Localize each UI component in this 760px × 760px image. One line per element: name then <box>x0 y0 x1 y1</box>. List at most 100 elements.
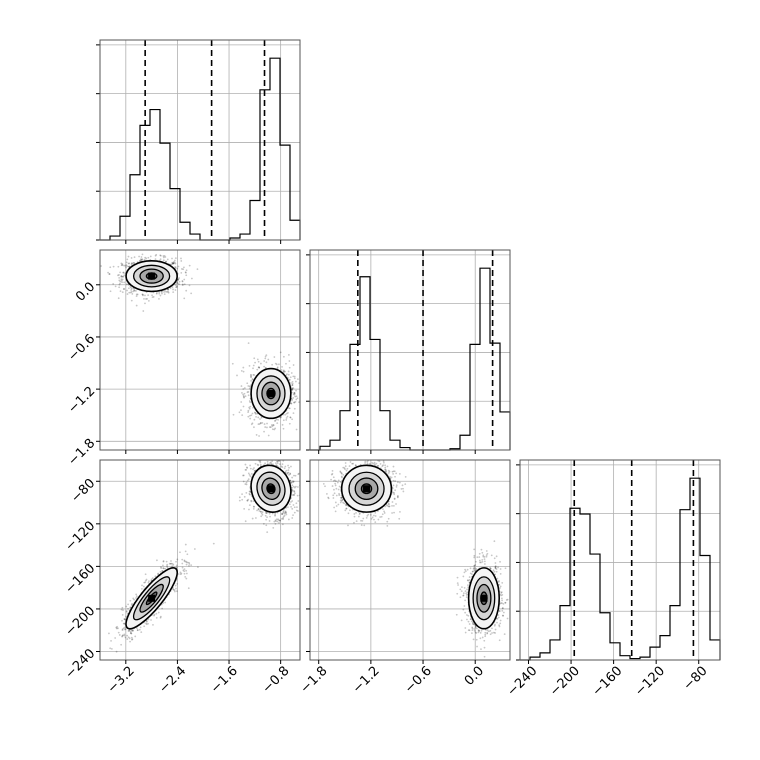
sample-point <box>496 621 498 624</box>
sample-point <box>186 561 189 564</box>
sample-point <box>290 372 293 374</box>
sample-point <box>493 624 496 627</box>
sample-point <box>172 262 175 264</box>
sample-point <box>129 632 132 634</box>
sample-point <box>167 288 169 291</box>
sample-point <box>162 256 165 259</box>
sample-point <box>140 631 143 634</box>
sample-point <box>120 643 123 646</box>
sample-point <box>282 509 285 511</box>
sample-point <box>127 607 129 610</box>
sample-point <box>302 423 304 425</box>
sample-point <box>147 294 150 297</box>
density-peak <box>148 594 156 602</box>
sample-point <box>491 632 493 634</box>
sample-point <box>172 262 174 265</box>
sample-point <box>287 407 290 410</box>
sample-point <box>259 461 262 464</box>
sample-point <box>182 268 185 271</box>
sample-point <box>292 393 295 396</box>
sample-point <box>135 290 137 292</box>
sample-point <box>173 261 176 264</box>
sample-point <box>501 581 504 584</box>
sample-point <box>159 294 162 297</box>
sample-point <box>166 565 168 567</box>
sample-point <box>502 611 505 614</box>
sample-point <box>128 291 131 294</box>
sample-point <box>127 630 130 632</box>
sample-point <box>190 564 193 567</box>
sample-point <box>244 520 247 523</box>
sample-point <box>497 616 500 619</box>
sample-point <box>253 411 256 414</box>
sample-point <box>122 627 125 630</box>
sample-point <box>134 635 137 638</box>
sample-point <box>483 558 486 561</box>
scatter-frame <box>96 459 301 664</box>
sample-point <box>130 636 133 639</box>
sample-point <box>141 293 144 296</box>
sample-point <box>284 510 287 513</box>
sample-point <box>278 519 281 522</box>
sample-point <box>302 407 304 409</box>
sample-point <box>242 480 245 483</box>
sample-point <box>295 502 298 505</box>
sample-point <box>144 294 146 297</box>
sample-point <box>183 297 186 300</box>
sample-point <box>152 295 155 298</box>
sample-point <box>301 397 303 399</box>
sample-point <box>269 426 272 429</box>
sample-point <box>180 257 182 260</box>
sample-point <box>165 560 168 563</box>
sample-point <box>174 289 177 291</box>
sample-point <box>288 407 291 410</box>
sample-point <box>183 278 186 281</box>
sample-point <box>483 655 486 658</box>
sample-point <box>291 387 294 390</box>
sample-point <box>181 562 184 565</box>
sample-point <box>96 274 98 276</box>
sample-point <box>160 290 163 293</box>
sample-point <box>243 392 246 395</box>
sample-point <box>174 284 177 286</box>
sample-point <box>289 416 292 419</box>
sample-point <box>130 286 132 289</box>
sample-point <box>279 416 282 419</box>
sample-point <box>265 524 268 527</box>
sample-point <box>464 599 467 602</box>
sample-point <box>166 563 169 566</box>
sample-point <box>286 472 289 475</box>
sample-point <box>125 610 128 612</box>
sample-point <box>275 518 278 521</box>
sample-point <box>489 633 492 636</box>
sample-point <box>176 590 178 593</box>
sample-point <box>274 362 277 365</box>
sample-point <box>170 562 173 565</box>
sample-point <box>293 492 296 495</box>
sample-point <box>143 297 145 300</box>
sample-point <box>297 473 300 476</box>
sample-point <box>115 626 118 629</box>
sample-point <box>249 401 252 404</box>
sample-point <box>169 287 172 290</box>
sample-point <box>252 500 255 503</box>
sample-point <box>144 579 147 582</box>
sample-point <box>188 564 190 567</box>
sample-point <box>143 258 146 261</box>
sample-point <box>307 407 309 409</box>
sample-point <box>162 259 165 262</box>
sample-point <box>130 262 133 265</box>
sample-point <box>256 446 258 448</box>
sample-point <box>127 265 130 268</box>
sample-point <box>292 387 295 390</box>
sample-point <box>246 391 249 394</box>
sample-point <box>157 573 159 576</box>
sample-point <box>121 628 124 631</box>
sample-point <box>250 500 253 503</box>
sample-point <box>172 288 174 291</box>
sample-point <box>176 282 179 285</box>
sample-point <box>281 423 284 426</box>
sample-point <box>166 288 169 291</box>
sample-point <box>190 292 193 295</box>
